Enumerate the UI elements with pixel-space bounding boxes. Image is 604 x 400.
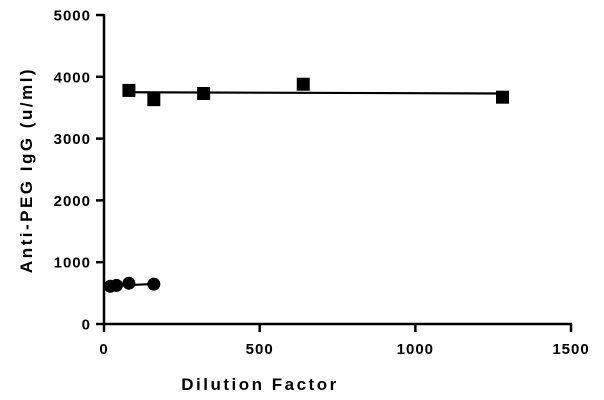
y-tick-label: 0 <box>82 317 91 334</box>
square-data-point <box>296 77 310 91</box>
fit-lines <box>110 91 503 288</box>
square-data-point <box>122 83 136 97</box>
y-tick-label: 3000 <box>54 131 91 148</box>
x-tick-label: 500 <box>246 341 274 358</box>
y-tick-label: 2000 <box>54 193 91 210</box>
circle-data-point <box>109 278 123 292</box>
x-tick-label: 1500 <box>552 341 589 358</box>
x-axis-title: Dilution Factor <box>181 375 338 394</box>
axes <box>102 14 572 326</box>
y-tick-label: 1000 <box>54 255 91 272</box>
fit-line-series-1 <box>128 91 503 95</box>
square-data-point <box>197 86 211 100</box>
y-axis-ticks: 0 1000 2000 3000 4000 5000 <box>54 8 104 334</box>
y-tick-label: 4000 <box>54 69 91 86</box>
square-data-point <box>147 93 161 107</box>
y-tick-label: 5000 <box>54 8 91 25</box>
x-tick-label: 0 <box>99 341 108 358</box>
circle-data-point <box>122 276 136 290</box>
circle-data-point <box>147 277 161 291</box>
square-data-point <box>496 90 510 104</box>
x-tick-label: 1000 <box>397 341 434 358</box>
y-axis-title: Anti-PEG IgG (u/ml) <box>17 67 36 273</box>
data-points <box>103 77 510 293</box>
x-axis-ticks: 0 500 1000 1500 <box>99 324 589 358</box>
